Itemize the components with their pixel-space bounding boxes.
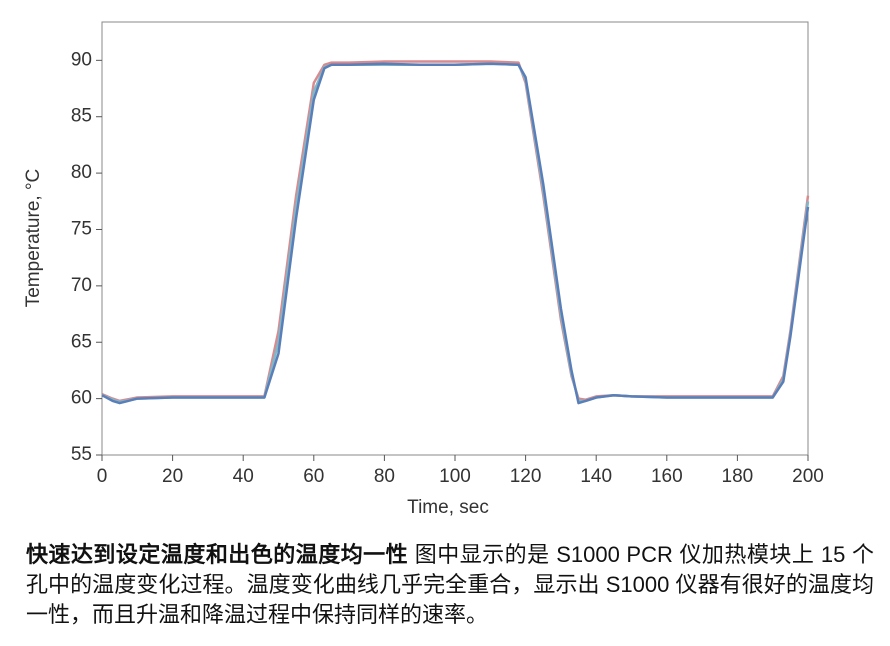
caption: 快速达到设定温度和出色的温度均一性 图中显示的是 S1000 PCR 仪加热模块…: [26, 540, 874, 630]
y-tick-label: 65: [71, 331, 92, 352]
y-tick-label: 70: [71, 275, 92, 296]
y-tick-label: 55: [71, 444, 92, 465]
caption-title: 快速达到设定温度和出色的温度均一性: [26, 542, 409, 567]
series-line: [101, 60, 810, 403]
x-tick-label: 100: [439, 466, 471, 487]
caption-text: 图中显示的是 S1000 PCR 仪加热模块上 15 个孔中的温度变化过程。温度…: [26, 542, 874, 627]
x-tick-label: 160: [651, 466, 683, 487]
x-tick-label: 80: [374, 466, 395, 487]
y-tick-label: 90: [71, 49, 92, 70]
x-tick-label: 200: [792, 466, 824, 487]
y-tick-label: 60: [71, 388, 92, 409]
chart: Time, sec Temperature, °C 55 60 65 70 75 80 85…: [23, 21, 824, 518]
y-tick-label: 75: [71, 218, 92, 239]
x-tick-label: 40: [233, 466, 254, 487]
y-tick-label: 80: [71, 162, 92, 183]
x-tick-label: 140: [580, 466, 612, 487]
series-line: [101, 62, 810, 405]
y-axis-label: Temperature, °C: [23, 169, 44, 308]
series-line: [101, 62, 810, 404]
y-tick-label: 85: [71, 106, 92, 127]
plot-frame: [101, 21, 809, 456]
x-axis-label: Time, sec: [407, 497, 489, 518]
x-tick-label: 180: [722, 466, 754, 487]
x-tick-label: 60: [303, 466, 324, 487]
x-tick-label: 20: [162, 466, 183, 487]
x-tick-label: 0: [97, 466, 108, 487]
x-tick-label: 120: [510, 466, 542, 487]
